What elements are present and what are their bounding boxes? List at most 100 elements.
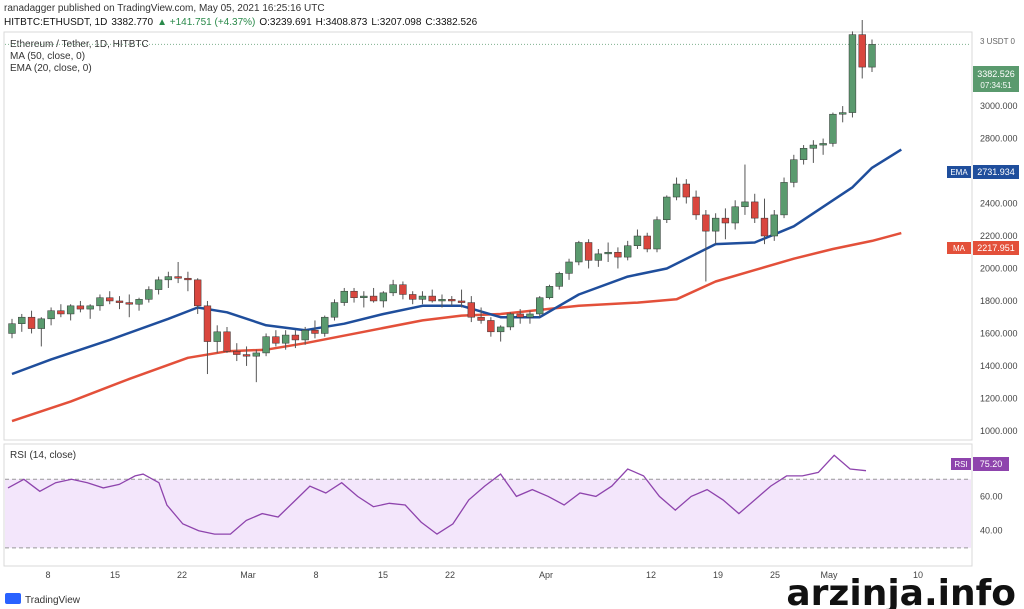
candle-down-body [760,217,769,237]
rsi-pane[interactable] [3,443,973,567]
candle [340,287,348,306]
watermark: arzinja.info [786,573,1016,609]
high-value: 3408.873 [326,17,368,28]
time-tick: 8 [313,570,318,580]
candle [379,291,388,308]
candle [721,208,730,240]
time-tick: 22 [177,570,187,580]
candle-up-body [575,242,583,263]
candle-up-body [741,201,749,208]
candle-up-body [360,295,368,298]
candle [633,229,642,249]
candle-down-body [409,294,417,300]
time-tick: 22 [445,570,455,580]
candle [223,326,231,353]
candle [135,297,143,311]
candle [418,291,427,305]
candle-down-body [291,334,300,341]
time-tick: 10 [913,570,923,580]
candle-up-body [545,286,554,298]
candle-down-body [467,302,475,318]
time-tick: Mar [240,570,256,580]
candle [174,261,182,284]
candle [448,296,456,306]
candle [330,299,339,321]
candle-down-body [233,351,241,355]
candle [272,330,280,347]
candle-up-body [262,336,270,354]
candle [115,296,124,310]
candle-up-body [86,305,94,310]
candle [614,247,622,269]
candle [731,200,739,230]
candle [86,304,94,319]
candle-up-body [145,289,153,300]
candle-down-body [487,320,495,333]
candle [663,195,671,224]
candle [575,240,583,266]
candle [262,333,270,357]
time-axis[interactable]: 8 15 22 Mar 8 15 22 Apr 12 19 25 May 10 [45,570,923,580]
candle [66,304,75,321]
price-tick: 1600.000 [980,328,1018,338]
candle [819,138,827,155]
candle-up-body [624,245,632,258]
candle-down-body [174,276,182,279]
candle-down-body [702,214,710,232]
candle-down-body [584,242,593,261]
candle-up-body [790,159,798,183]
candle [164,271,173,288]
candle [477,307,485,324]
candle [526,310,534,324]
main-pane[interactable] [3,31,973,441]
price-tick: 1000.000 [980,426,1018,436]
candle-down-body [203,305,212,342]
tradingview-logo[interactable]: TradingView [5,593,81,606]
candle-up-body [799,148,808,160]
candle [291,330,300,349]
low-value: 3207.098 [380,17,422,28]
candle-down-body [477,316,485,321]
change: ▲ +141.751 (+4.37%) [157,17,255,28]
candle-up-body [418,295,427,300]
publisher-line: ranadagger published on TradingView.com,… [4,3,325,14]
axis-top-label: 3 USDT 0 [980,37,1016,46]
candle [27,310,36,334]
candle-up-body [672,183,681,198]
rsi-tick: 60.00 [980,491,1003,501]
candle-down-body [643,235,651,250]
time-tick: 15 [110,570,120,580]
candle [741,164,749,215]
rsi-group [7,454,867,535]
candle [516,309,524,324]
price-tick: 1800.000 [980,296,1018,306]
candle [643,232,651,253]
rsi-badge-value: 75.20 [980,459,1003,469]
rsi-legend: RSI (14, close) [10,450,76,461]
candle-down-body [125,302,133,305]
candle [799,145,808,165]
candle-up-body [37,318,45,329]
candle [760,198,769,245]
candle [702,210,710,282]
ema-badge-value: 2731.934 [977,167,1015,177]
candle [584,239,593,269]
candle [839,106,847,123]
candle-down-body [399,284,407,295]
candle-up-body [555,273,563,287]
candle [281,330,290,350]
candle-down-body [858,34,866,68]
candle [868,39,876,72]
time-tick: Apr [539,570,553,580]
candle [252,349,260,383]
candle [8,318,16,339]
candle [37,317,45,347]
candle [682,179,690,204]
candle-up-body [213,331,221,342]
candle-up-body [526,313,534,318]
rsi-badge: RSI 75.20 [951,457,1009,471]
tradingview-icon [5,593,21,604]
price-tick: 2400.000 [980,199,1018,209]
candle [809,140,818,163]
